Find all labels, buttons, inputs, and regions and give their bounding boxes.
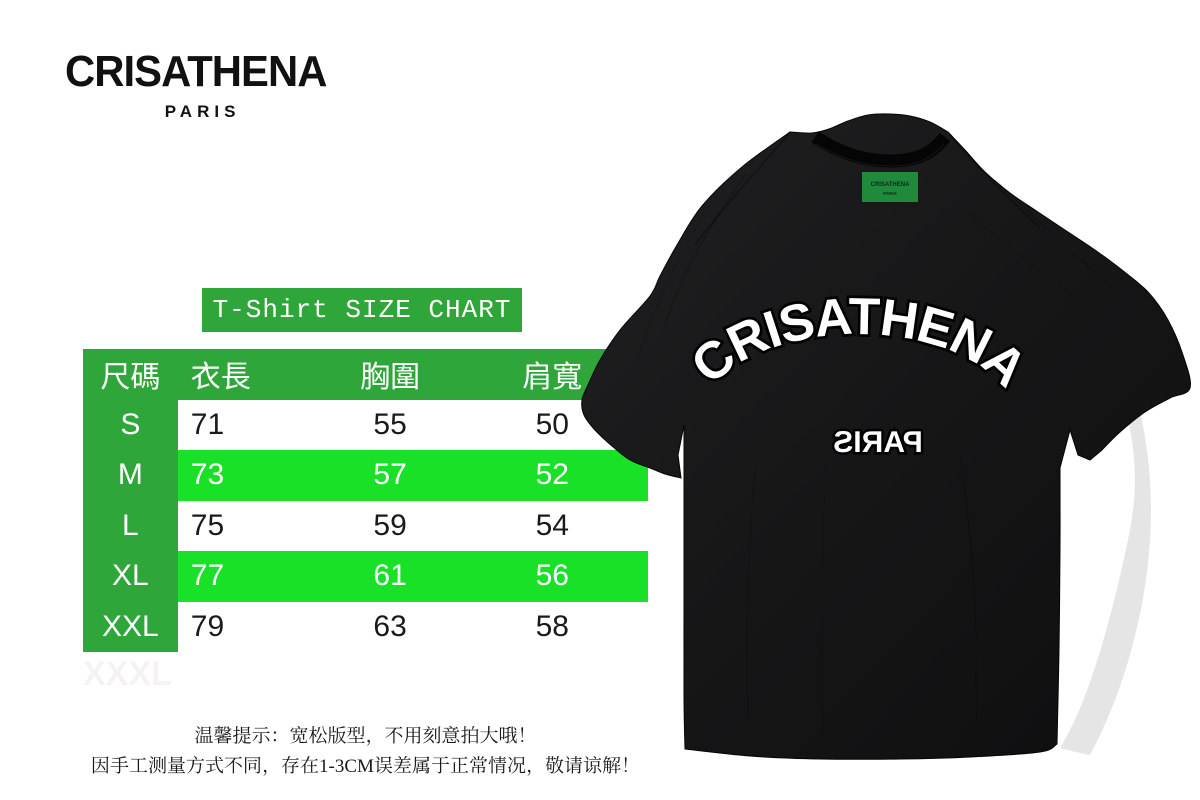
svg-text:CRISATHENA: CRISATHENA — [871, 182, 911, 188]
svg-text:PARIS: PARIS — [883, 191, 896, 196]
svg-text:PARIS: PARIS — [833, 426, 922, 459]
